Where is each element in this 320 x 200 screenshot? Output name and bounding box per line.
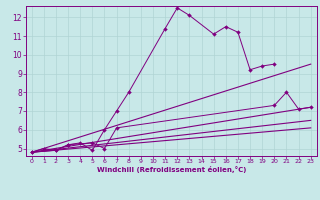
X-axis label: Windchill (Refroidissement éolien,°C): Windchill (Refroidissement éolien,°C) <box>97 166 246 173</box>
